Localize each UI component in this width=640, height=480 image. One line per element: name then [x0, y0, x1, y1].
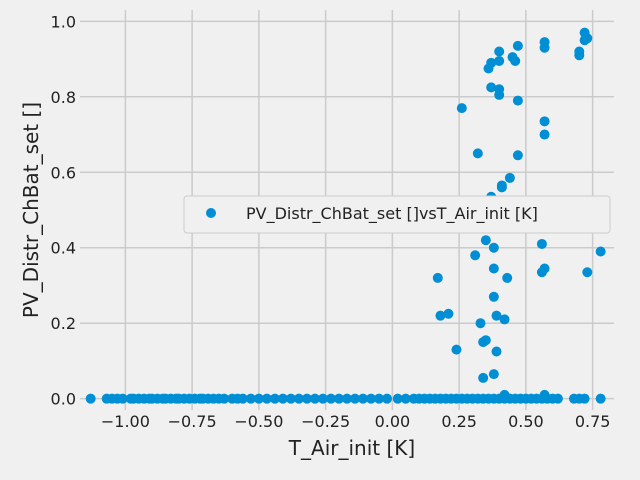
data-point [494, 46, 505, 57]
data-point [502, 272, 513, 283]
data-point [443, 308, 454, 319]
x-tick-label: 0.50 [508, 412, 544, 431]
data-point [512, 150, 523, 161]
data-point [539, 116, 550, 127]
data-point [261, 393, 272, 404]
data-point [486, 57, 497, 68]
x-tick-label: 0.75 [575, 412, 611, 431]
x-tick-label: −0.75 [168, 412, 217, 431]
data-point [366, 393, 377, 404]
data-point [472, 148, 483, 159]
data-point [350, 393, 361, 404]
data-point [486, 82, 497, 93]
data-point [499, 314, 510, 325]
data-point [480, 235, 491, 246]
data-point [491, 310, 502, 321]
y-tick-label: 0.6 [51, 163, 76, 182]
legend-marker [206, 208, 216, 218]
data-point [494, 55, 505, 66]
y-tick-label: 0.0 [51, 390, 76, 409]
data-points [85, 27, 606, 404]
data-point [539, 389, 550, 400]
x-tick-label: 0.25 [441, 412, 477, 431]
data-point [595, 246, 606, 257]
data-point [536, 238, 547, 249]
data-point [582, 33, 593, 44]
y-tick-label: 1.0 [51, 12, 76, 31]
data-point [117, 393, 128, 404]
data-point [496, 182, 507, 193]
data-point [325, 393, 336, 404]
data-point [539, 129, 550, 140]
x-axis-label: T_Air_init [K] [288, 436, 415, 460]
data-point [269, 393, 280, 404]
data-point [392, 393, 403, 404]
x-tick-label: −0.25 [301, 412, 350, 431]
data-point [488, 242, 499, 253]
y-tick-labels: 0.0 0.2 0.4 0.6 0.8 1.0 [51, 12, 76, 408]
data-point [382, 393, 393, 404]
data-point [539, 263, 550, 274]
y-tick-label: 0.4 [51, 239, 76, 258]
data-point [374, 393, 385, 404]
data-point [512, 95, 523, 106]
data-point [85, 393, 96, 404]
data-point [579, 393, 590, 404]
data-point [574, 46, 585, 57]
data-point [475, 318, 486, 329]
data-point [333, 393, 344, 404]
data-point [432, 272, 443, 283]
legend-box [183, 195, 611, 234]
data-point [488, 369, 499, 380]
data-point [317, 393, 328, 404]
data-point [488, 263, 499, 274]
data-point [400, 393, 411, 404]
data-point [539, 42, 550, 53]
legend-label: PV_Distr_ChBat_set []vsT_Air_init [K] [246, 204, 538, 224]
data-point [237, 393, 248, 404]
data-point [293, 393, 304, 404]
x-tick-labels: −1.00 −0.75 −0.50 −0.25 0.00 0.25 0.50 0.75 [101, 412, 611, 431]
x-tick-label: 0.00 [375, 412, 411, 431]
data-point [510, 55, 521, 66]
data-point [309, 393, 320, 404]
data-point [301, 393, 312, 404]
y-tick-label: 0.8 [51, 88, 76, 107]
data-point [491, 346, 502, 357]
data-point [435, 310, 446, 321]
y-axis-label: PV_Distr_ChBat_set [] [19, 102, 43, 318]
data-point [478, 372, 489, 383]
data-point [504, 172, 515, 183]
x-tick-label: −1.00 [101, 412, 150, 431]
data-point [277, 393, 288, 404]
data-point [512, 40, 523, 51]
x-tick-label: −0.50 [234, 412, 283, 431]
data-point [285, 393, 296, 404]
data-point [470, 250, 481, 261]
legend: PV_Distr_ChBat_set []vsT_Air_init [K] [183, 195, 611, 234]
data-point [480, 335, 491, 346]
data-point [358, 393, 369, 404]
data-point [219, 393, 230, 404]
data-point [595, 393, 606, 404]
data-point [253, 393, 264, 404]
data-point [342, 393, 352, 404]
data-point [451, 344, 462, 355]
data-point [494, 89, 505, 100]
data-point [488, 291, 499, 302]
y-tick-label: 0.2 [51, 314, 76, 333]
data-point [582, 267, 593, 278]
data-point [552, 393, 563, 404]
data-point [499, 389, 510, 400]
data-point [245, 393, 256, 404]
data-point [456, 103, 467, 114]
